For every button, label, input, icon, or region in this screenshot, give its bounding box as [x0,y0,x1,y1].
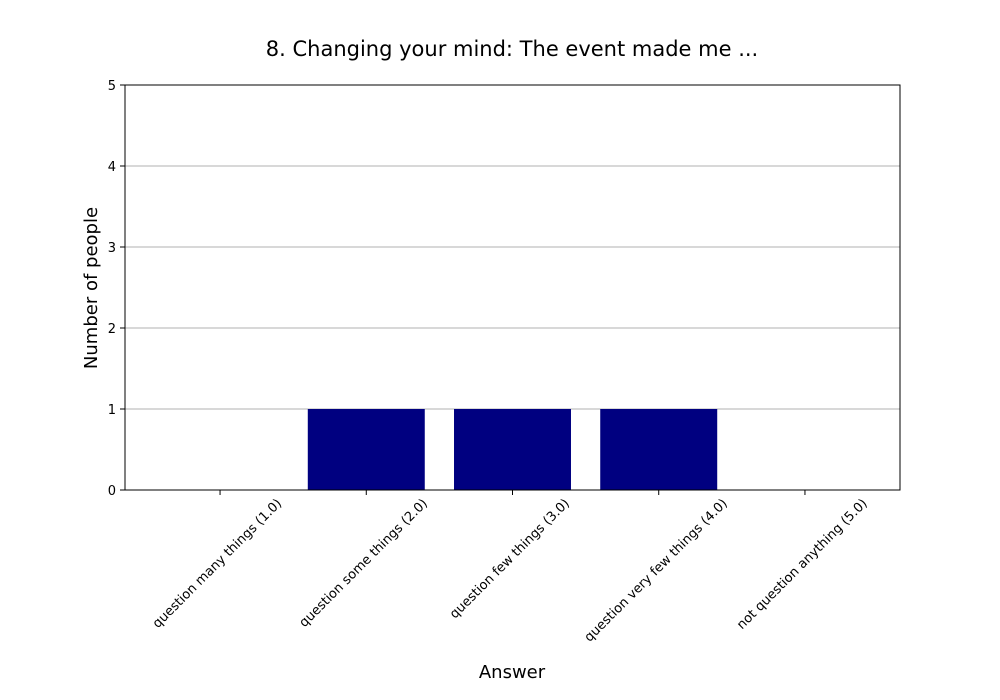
y-tick-label: 0 [108,484,116,499]
x-tick-label: question few things (3.0) [447,496,573,622]
x-tick-label: question very few things (4.0) [582,496,731,645]
y-tick-label: 4 [108,160,116,175]
x-axis-label: Answer [479,662,546,683]
plot-frame [124,84,901,491]
bar [600,409,718,490]
bar [307,409,425,490]
y-tick-label: 1 [108,403,116,418]
chart-title: 8. Changing your mind: The event made me… [266,37,758,61]
y-tick-label: 5 [108,79,116,94]
y-tick-label: 3 [108,241,116,256]
x-tick-label: not question anything (5.0) [734,496,870,632]
x-tick-label: question many things (1.0) [150,496,285,631]
x-tick-label: question some things (2.0) [297,496,431,630]
y-axis-label: Number of people [81,207,102,369]
y-tick-label: 2 [108,322,116,337]
bar [454,409,571,490]
